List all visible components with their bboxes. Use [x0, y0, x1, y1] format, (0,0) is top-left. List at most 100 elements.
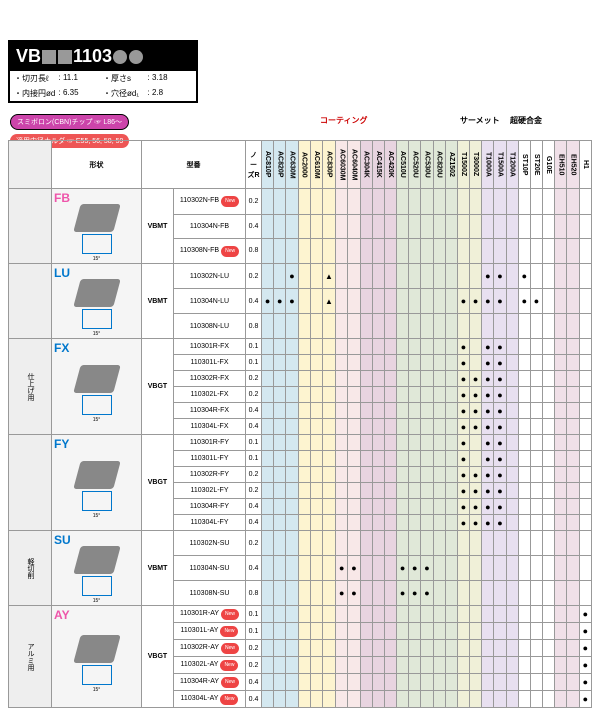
- grade-cell: [433, 264, 445, 289]
- grade-header: AC520U: [409, 141, 421, 189]
- grade-cell: [470, 657, 482, 674]
- grade-cell: [518, 531, 530, 556]
- type-cell: VBMT: [142, 264, 174, 339]
- grade-cell: [409, 467, 421, 483]
- grade-cell: [433, 314, 445, 339]
- grade-cell: [445, 289, 457, 314]
- grade-cell: [262, 435, 274, 451]
- grade-cell: [530, 531, 542, 556]
- grade-cell: [445, 483, 457, 499]
- dot-mark: ●: [461, 390, 466, 400]
- grade-cell: [274, 691, 286, 708]
- dot-mark: ●: [473, 486, 478, 496]
- grade-cell: [384, 640, 396, 657]
- shape-label: FB: [54, 191, 70, 205]
- grade-cell: [372, 640, 384, 657]
- profile-icon: [82, 309, 112, 329]
- grade-cell: [579, 289, 591, 314]
- grade-cell: [274, 451, 286, 467]
- dot-mark: ●: [473, 390, 478, 400]
- part-number: 110302R-AYNew: [174, 640, 246, 657]
- grade-cell: [494, 640, 506, 657]
- grade-cell: [298, 467, 310, 483]
- grade-cell: [457, 264, 469, 289]
- grade-cell: [567, 691, 579, 708]
- grade-cell: [298, 289, 310, 314]
- grade-cell: [397, 403, 409, 419]
- new-badge: New: [220, 626, 238, 637]
- grade-header: T3000Z: [470, 141, 482, 189]
- dot-mark: ●: [485, 296, 490, 306]
- grade-cell: [372, 419, 384, 435]
- grade-cell: [322, 371, 335, 387]
- placeholder-sq: [58, 50, 72, 64]
- grade-cell: [518, 657, 530, 674]
- grade-cell: [384, 657, 396, 674]
- grade-cell: [506, 387, 518, 403]
- grade-cell: ●: [494, 355, 506, 371]
- grade-cell: [457, 623, 469, 640]
- part-number: 110302L-AYNew: [174, 657, 246, 674]
- grade-cell: [543, 403, 555, 419]
- grade-cell: [555, 355, 567, 371]
- spec-value: : 3.18: [148, 73, 193, 84]
- shape-cell: AY15°: [52, 606, 142, 708]
- grade-cell: [543, 435, 555, 451]
- dot-mark: ●: [485, 342, 490, 352]
- grade-cell: [397, 499, 409, 515]
- grade-cell: [494, 623, 506, 640]
- grade-cell: ●: [482, 355, 494, 371]
- grade-header: AC304K: [360, 141, 372, 189]
- grade-cell: ●: [494, 403, 506, 419]
- grade-cell: [336, 289, 348, 314]
- grade-cell: [506, 451, 518, 467]
- grade-cell: [372, 515, 384, 531]
- grade-cell: [348, 674, 360, 691]
- grade-cell: [457, 691, 469, 708]
- grade-cell: [567, 556, 579, 581]
- spec-value: : 6.35: [59, 88, 104, 99]
- nose-value: 0.2: [246, 467, 262, 483]
- grade-cell: [409, 387, 421, 403]
- part-number: 110304L-AYNew: [174, 691, 246, 708]
- grade-cell: [433, 339, 445, 355]
- grade-cell: [274, 640, 286, 657]
- new-badge: New: [221, 643, 239, 654]
- grade-cell: [555, 264, 567, 289]
- grade-cell: [530, 691, 542, 708]
- grade-cell: [567, 606, 579, 623]
- grade-cell: [322, 556, 335, 581]
- grade-cell: [409, 674, 421, 691]
- grade-cell: [518, 467, 530, 483]
- dot-mark: ●: [497, 502, 502, 512]
- grade-cell: [543, 657, 555, 674]
- dot-mark: ●: [473, 502, 478, 512]
- grade-cell: [518, 499, 530, 515]
- grade-cell: [506, 371, 518, 387]
- grade-cell: ●: [470, 419, 482, 435]
- grade-cell: [397, 623, 409, 640]
- category-cermet: サーメット: [460, 115, 500, 126]
- grade-cell: [530, 674, 542, 691]
- grade-cell: [397, 435, 409, 451]
- grade-cell: [286, 499, 298, 515]
- grade-cell: [274, 467, 286, 483]
- grade-cell: [262, 467, 274, 483]
- grade-cell: ●: [579, 606, 591, 623]
- grade-header: AC510U: [397, 141, 409, 189]
- title-prefix: VB: [16, 46, 41, 67]
- grade-cell: [518, 314, 530, 339]
- insert-icon: [73, 546, 121, 574]
- nose-value: 0.4: [246, 674, 262, 691]
- grade-cell: [543, 515, 555, 531]
- dot-mark: ●: [497, 470, 502, 480]
- part-number: 110302R-FY: [174, 467, 246, 483]
- nose-value: 0.2: [246, 189, 262, 215]
- dot-mark: ●: [277, 296, 282, 306]
- dot-mark: ●: [485, 390, 490, 400]
- grade-cell: ●: [494, 499, 506, 515]
- grade-cell: [579, 419, 591, 435]
- insert-icon: [73, 279, 121, 307]
- type-cell: VBGT: [142, 435, 174, 531]
- new-badge: New: [221, 677, 239, 688]
